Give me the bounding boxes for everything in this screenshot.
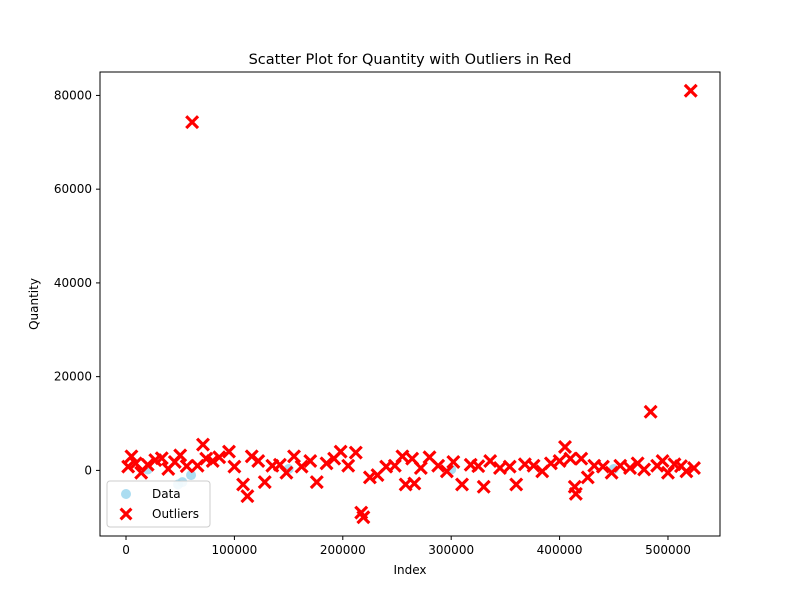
outlier-point: [623, 461, 638, 476]
outlier-point: [257, 475, 272, 490]
outlier-point: [509, 477, 524, 492]
y-tick-label: 80000: [54, 88, 92, 102]
outlier-point: [319, 456, 334, 471]
outlier-point: [679, 464, 694, 479]
outlier-point: [563, 451, 578, 466]
outlier-point: [279, 465, 294, 480]
outlier-point: [236, 477, 251, 492]
outlier-point: [613, 458, 628, 473]
outlier-point: [128, 456, 143, 471]
outlier-point: [431, 458, 446, 473]
x-tick-label: 500000: [645, 543, 691, 557]
outlier-point: [287, 449, 302, 464]
outlier-point: [212, 450, 227, 465]
outlier-point: [476, 479, 491, 494]
outlier-point: [446, 454, 461, 469]
marks-layer: [121, 83, 701, 525]
legend-outliers-label: Outliers: [152, 507, 199, 521]
outlier-point: [471, 459, 486, 474]
outlier-point: [407, 476, 422, 491]
outlier-point: [154, 451, 169, 466]
plot-frame: [99, 71, 721, 537]
outlier-point: [580, 470, 595, 485]
outlier-point: [455, 477, 470, 492]
outlier-point: [686, 461, 701, 476]
x-tick-label: 200000: [320, 543, 366, 557]
outlier-point: [552, 454, 567, 469]
outlier-point: [348, 445, 363, 460]
outlier-point: [413, 461, 428, 476]
outlier-point: [240, 489, 255, 504]
outlier-point: [356, 510, 371, 525]
chart-title: Scatter Plot for Quantity with Outliers …: [249, 52, 572, 68]
outlier-point: [294, 459, 309, 474]
outlier-point: [637, 462, 652, 477]
outlier-point: [140, 457, 155, 472]
legend-outliers-marker: [119, 507, 133, 521]
outlier-point: [526, 458, 541, 473]
outlier-point: [227, 459, 242, 474]
y-tick-label: 20000: [54, 370, 92, 384]
y-axis-ticks: 0 20000 40000 60000 80000: [54, 88, 100, 477]
outlier-point: [595, 459, 610, 474]
outlier-point: [251, 454, 266, 469]
legend: Data Outliers: [106, 480, 211, 528]
outlier-point: [124, 449, 139, 464]
legend-data-label: Data: [152, 487, 181, 501]
outlier-point: [303, 454, 318, 469]
outlier-point: [173, 448, 188, 463]
outlier-point: [558, 439, 572, 454]
outlier-point: [221, 444, 236, 459]
outlier-point: [195, 437, 210, 452]
legend-data-marker: [121, 489, 131, 499]
x-tick-label: 100000: [211, 543, 257, 557]
outlier-point: [205, 454, 220, 469]
outlier-point: [341, 458, 356, 473]
outlier-point: [121, 459, 136, 474]
outlier-point: [439, 464, 454, 479]
outlier-point: [683, 83, 698, 98]
outlier-point: [395, 449, 410, 464]
x-axis-ticks: 0 100000 200000 300000 400000 500000: [122, 536, 691, 557]
outlier-point: [655, 454, 670, 469]
x-tick-label: 400000: [537, 543, 583, 557]
y-tick-label: 40000: [54, 276, 92, 290]
legend-box: [106, 480, 211, 528]
outlier-point: [483, 454, 498, 469]
outlier-point: [643, 404, 658, 419]
outlier-point: [179, 459, 194, 474]
outlier-point: [185, 115, 200, 130]
x-axis-label: Index: [393, 563, 426, 577]
outlier-point: [568, 486, 583, 501]
outlier-point: [309, 475, 324, 490]
outlier-point: [333, 444, 348, 459]
outlier-point: [502, 459, 517, 474]
x-tick-label: 300000: [428, 543, 474, 557]
y-tick-label: 0: [84, 463, 92, 477]
y-axis-label: Quantity: [27, 278, 41, 330]
data-point: [186, 470, 197, 481]
legend-outlier-x: [119, 507, 133, 521]
x-tick-label: 0: [122, 543, 130, 557]
outlier-point: [574, 451, 589, 466]
y-tick-label: 60000: [54, 182, 92, 196]
